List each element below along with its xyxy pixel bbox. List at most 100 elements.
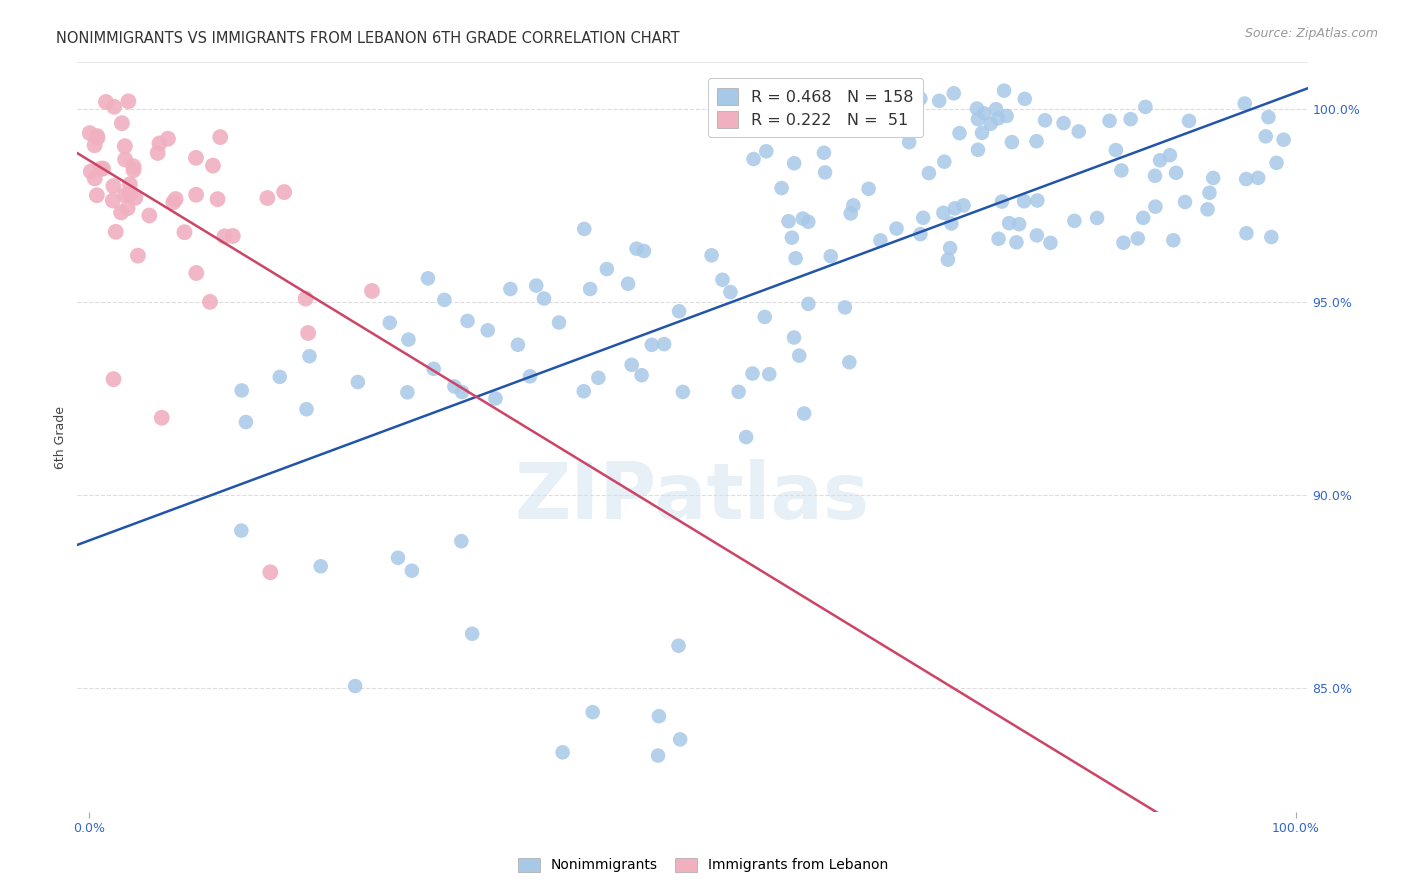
Point <box>86 188 108 202</box>
Point <box>156 132 179 146</box>
Point <box>793 407 815 421</box>
Point <box>499 282 522 296</box>
Point <box>103 179 125 194</box>
Point <box>101 194 124 208</box>
Point <box>813 145 835 160</box>
Point <box>90 161 112 176</box>
Point <box>783 156 806 170</box>
Point <box>461 626 484 640</box>
Point <box>1052 116 1074 130</box>
Point <box>620 358 643 372</box>
Point <box>754 310 776 324</box>
Point <box>943 202 966 216</box>
Point <box>1033 113 1056 128</box>
Point <box>118 177 141 191</box>
Point <box>344 679 367 693</box>
Point <box>127 249 149 263</box>
Point <box>1005 235 1028 250</box>
Point <box>416 271 439 285</box>
Point <box>952 198 974 212</box>
Point <box>579 282 602 296</box>
Point <box>966 102 988 116</box>
Point <box>834 301 856 315</box>
Point <box>700 248 723 262</box>
Point <box>995 109 1018 123</box>
Point <box>574 222 596 236</box>
Point <box>1026 194 1049 208</box>
Point <box>184 151 207 165</box>
Point <box>1067 124 1090 138</box>
Point <box>912 211 935 225</box>
Point <box>1039 235 1062 250</box>
Point <box>138 209 160 223</box>
Point <box>973 106 995 120</box>
Point <box>770 181 793 195</box>
Point <box>815 109 838 123</box>
Point <box>1202 171 1225 186</box>
Point <box>519 369 541 384</box>
Point <box>551 745 574 759</box>
Point <box>173 225 195 239</box>
Point <box>993 84 1015 98</box>
Point <box>898 135 921 149</box>
Point <box>785 251 807 265</box>
Point <box>647 748 669 763</box>
Point <box>222 229 245 244</box>
Point <box>967 112 990 127</box>
Point <box>79 126 101 140</box>
Legend: Nonimmigrants, Immigrants from Lebanon: Nonimmigrants, Immigrants from Lebanon <box>512 852 894 878</box>
Point <box>86 131 108 145</box>
Point <box>652 337 675 351</box>
Point <box>928 94 950 108</box>
Point <box>1119 112 1142 127</box>
Point <box>451 385 474 400</box>
Point <box>783 330 806 344</box>
Point <box>918 166 941 180</box>
Point <box>672 384 695 399</box>
Point <box>1001 135 1024 149</box>
Point <box>780 230 803 244</box>
Text: Source: ZipAtlas.com: Source: ZipAtlas.com <box>1244 27 1378 40</box>
Point <box>1098 113 1121 128</box>
Point <box>450 534 472 549</box>
Point <box>83 171 105 186</box>
Point <box>533 292 555 306</box>
Point <box>735 430 758 444</box>
Point <box>201 159 224 173</box>
Point <box>148 136 170 151</box>
Point <box>443 379 465 393</box>
Point <box>641 338 664 352</box>
Point <box>886 221 908 235</box>
Point <box>1159 148 1181 162</box>
Point <box>309 559 332 574</box>
Point <box>866 120 889 134</box>
Point <box>165 192 187 206</box>
Point <box>839 206 862 220</box>
Point <box>1254 129 1277 144</box>
Point <box>457 314 479 328</box>
Point <box>1265 156 1288 170</box>
Point <box>852 91 875 105</box>
Point <box>980 117 1002 131</box>
Point <box>114 139 136 153</box>
Point <box>668 304 690 318</box>
Point <box>934 154 956 169</box>
Point <box>422 361 444 376</box>
Point <box>814 165 837 179</box>
Point <box>1143 169 1166 183</box>
Point <box>939 241 962 255</box>
Point <box>1257 110 1279 124</box>
Point <box>1236 227 1258 241</box>
Point <box>991 194 1014 209</box>
Point <box>831 103 853 117</box>
Point <box>198 294 221 309</box>
Point <box>114 188 136 202</box>
Point <box>1164 166 1187 180</box>
Point <box>1198 186 1220 200</box>
Point <box>150 410 173 425</box>
Point <box>648 709 671 723</box>
Point <box>1233 96 1256 111</box>
Point <box>1085 211 1108 225</box>
Point <box>110 205 132 219</box>
Point <box>396 333 419 347</box>
